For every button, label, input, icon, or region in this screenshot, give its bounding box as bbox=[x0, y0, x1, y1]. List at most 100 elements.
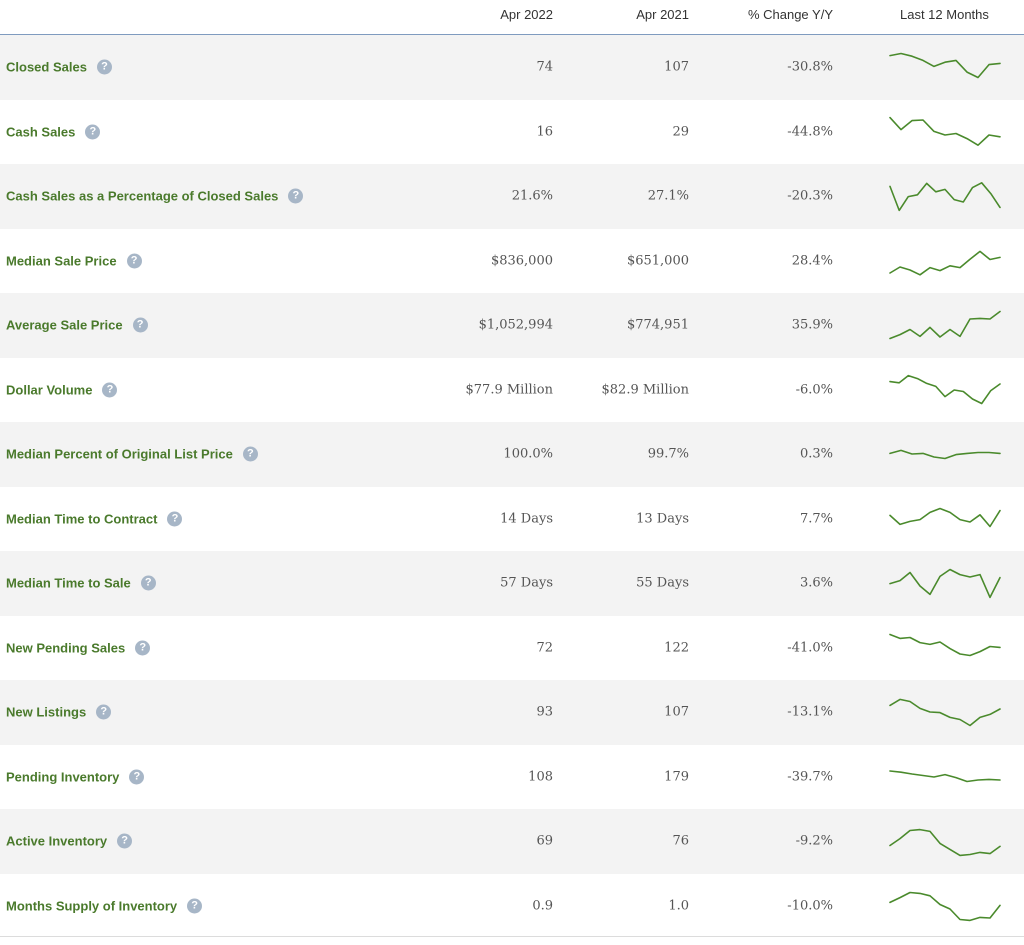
sparkline-last-12-months bbox=[889, 374, 1001, 405]
help-icon[interactable]: ? bbox=[288, 188, 304, 204]
value-apr-2022: 93 bbox=[536, 704, 553, 720]
sparkline-last-12-months bbox=[889, 310, 1001, 340]
help-icon[interactable]: ? bbox=[102, 382, 118, 398]
value-apr-2022: $836,000 bbox=[490, 253, 553, 269]
value-apr-2021: 107 bbox=[664, 59, 689, 75]
column-header-apr-2021[interactable]: Apr 2021 bbox=[636, 7, 689, 22]
table-row: Pending Inventory? 108 179 -39.7% bbox=[0, 745, 1024, 810]
value-apr-2022: 14 Days bbox=[500, 511, 553, 527]
metric-label-cell: Pending Inventory? bbox=[6, 769, 145, 785]
metric-label: Closed Sales bbox=[6, 59, 87, 75]
sparkline-last-12-months bbox=[889, 250, 1001, 276]
sparkline-last-12-months bbox=[889, 568, 1001, 599]
sparkline-trend-line bbox=[889, 829, 1001, 857]
value-change-yoy: -13.1% bbox=[787, 704, 833, 720]
value-change-yoy: -6.0% bbox=[795, 382, 833, 398]
table-row: Median Sale Price? $836,000 $651,000 28.4% bbox=[0, 229, 1024, 294]
value-change-yoy: 35.9% bbox=[791, 317, 833, 333]
table-row: Median Time to Contract? 14 Days 13 Days 7.… bbox=[0, 487, 1024, 552]
metric-label-cell: Closed Sales? bbox=[6, 59, 112, 75]
metric-label: New Listings bbox=[6, 704, 87, 720]
column-header-change[interactable]: % Change Y/Y bbox=[747, 7, 833, 22]
value-apr-2021: 99.7% bbox=[647, 446, 689, 462]
help-icon[interactable]: ? bbox=[129, 769, 145, 785]
value-apr-2021: 29 bbox=[672, 124, 689, 140]
column-header-last-12-months: Last 12 Months bbox=[900, 7, 989, 22]
metric-label: Dollar Volume bbox=[6, 382, 93, 398]
metric-label: Cash Sales bbox=[6, 124, 76, 140]
value-apr-2022: 69 bbox=[536, 833, 553, 849]
help-icon[interactable]: ? bbox=[85, 124, 101, 140]
table-row: Active Inventory? 69 76 -9.2% bbox=[0, 809, 1024, 874]
value-change-yoy: -9.2% bbox=[795, 833, 833, 849]
help-icon[interactable]: ? bbox=[96, 59, 112, 75]
sparkline-trend-line bbox=[889, 116, 1001, 146]
table-bottom-divider bbox=[0, 936, 1024, 937]
value-apr-2022: 72 bbox=[536, 640, 553, 656]
value-change-yoy: -10.0% bbox=[787, 898, 833, 914]
help-icon[interactable]: ? bbox=[96, 704, 112, 720]
metric-label: Cash Sales as a Percentage of Closed Sal… bbox=[6, 188, 279, 204]
metric-label-cell: Cash Sales as a Percentage of Closed Sal… bbox=[6, 188, 304, 204]
help-icon[interactable]: ? bbox=[117, 833, 133, 849]
sparkline-trend-line bbox=[889, 633, 1001, 657]
sparkline-last-12-months bbox=[889, 507, 1001, 528]
table-row: Dollar Volume? $77.9 Million $82.9 Million… bbox=[0, 358, 1024, 423]
sparkline-trend-line bbox=[889, 891, 1001, 921]
value-apr-2022: 74 bbox=[536, 59, 553, 75]
value-change-yoy: 28.4% bbox=[791, 253, 833, 269]
metric-label: Median Percent of Original List Price bbox=[6, 446, 233, 462]
sparkline-trend-line bbox=[889, 507, 1001, 528]
help-icon[interactable]: ? bbox=[242, 446, 258, 462]
metric-label-cell: Months Supply of Inventory? bbox=[6, 898, 203, 914]
table-row: New Pending Sales? 72 122 -41.0% bbox=[0, 616, 1024, 681]
metric-label: Median Sale Price bbox=[6, 253, 117, 269]
sparkline-last-12-months bbox=[889, 633, 1001, 657]
value-apr-2021: 27.1% bbox=[647, 188, 689, 204]
value-apr-2022: 21.6% bbox=[511, 188, 553, 204]
sparkline-trend-line bbox=[889, 449, 1001, 460]
metric-label-cell: Dollar Volume? bbox=[6, 382, 118, 398]
value-change-yoy: 3.6% bbox=[799, 575, 833, 591]
table-header: Apr 2022 Apr 2021 % Change Y/Y Last 12 M… bbox=[0, 0, 1024, 35]
value-apr-2022: 57 Days bbox=[500, 575, 553, 591]
metric-label-cell: Median Percent of Original List Price? bbox=[6, 446, 258, 462]
help-icon[interactable]: ? bbox=[126, 253, 142, 269]
metric-label-cell: Active Inventory? bbox=[6, 833, 133, 849]
value-change-yoy: -30.8% bbox=[787, 59, 833, 75]
table-row: Median Time to Sale? 57 Days 55 Days 3.6% bbox=[0, 551, 1024, 616]
table-row: Months Supply of Inventory? 0.9 1.0 -10.0% bbox=[0, 874, 1024, 939]
sparkline-last-12-months bbox=[889, 891, 1001, 921]
value-change-yoy: -41.0% bbox=[787, 640, 833, 656]
sparkline-trend-line bbox=[889, 374, 1001, 405]
help-icon[interactable]: ? bbox=[167, 511, 183, 527]
column-header-apr-2022[interactable]: Apr 2022 bbox=[500, 7, 553, 22]
metric-label-cell: New Listings? bbox=[6, 704, 112, 720]
help-icon[interactable]: ? bbox=[135, 640, 151, 656]
value-apr-2021: 107 bbox=[664, 704, 689, 720]
value-apr-2021: 55 Days bbox=[636, 575, 689, 591]
value-apr-2021: 122 bbox=[664, 640, 689, 656]
sparkline-last-12-months bbox=[889, 52, 1001, 79]
metric-label-cell: New Pending Sales? bbox=[6, 640, 151, 656]
value-apr-2021: 76 bbox=[672, 833, 689, 849]
sparkline-last-12-months bbox=[889, 698, 1001, 727]
value-apr-2021: 1.0 bbox=[668, 898, 689, 914]
help-icon[interactable]: ? bbox=[187, 898, 203, 914]
sparkline-trend-line bbox=[889, 769, 1001, 783]
metric-label: Months Supply of Inventory bbox=[6, 898, 178, 914]
value-change-yoy: -20.3% bbox=[787, 188, 833, 204]
table-row: Cash Sales as a Percentage of Closed Sal… bbox=[0, 164, 1024, 229]
metric-label: New Pending Sales bbox=[6, 640, 126, 656]
help-icon[interactable]: ? bbox=[132, 317, 148, 333]
sparkline-trend-line bbox=[889, 250, 1001, 276]
value-apr-2022: 108 bbox=[528, 769, 553, 785]
value-apr-2021: 179 bbox=[664, 769, 689, 785]
metric-label-cell: Cash Sales? bbox=[6, 124, 101, 140]
metric-label: Median Time to Contract bbox=[6, 511, 158, 527]
value-change-yoy: 7.7% bbox=[799, 511, 833, 527]
table-row: Cash Sales? 16 29 -44.8% bbox=[0, 100, 1024, 165]
help-icon[interactable]: ? bbox=[140, 575, 156, 591]
metric-label-cell: Median Time to Sale? bbox=[6, 575, 156, 591]
